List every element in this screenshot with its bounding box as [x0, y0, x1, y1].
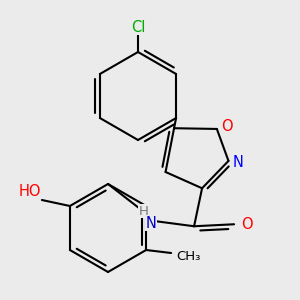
Text: O: O — [241, 217, 253, 232]
Text: CH₃: CH₃ — [176, 250, 200, 263]
Text: Cl: Cl — [131, 20, 145, 34]
Text: H: H — [139, 205, 149, 218]
Text: N: N — [146, 216, 157, 231]
Text: O: O — [221, 119, 233, 134]
Text: HO: HO — [19, 184, 41, 199]
Text: N: N — [233, 155, 244, 170]
